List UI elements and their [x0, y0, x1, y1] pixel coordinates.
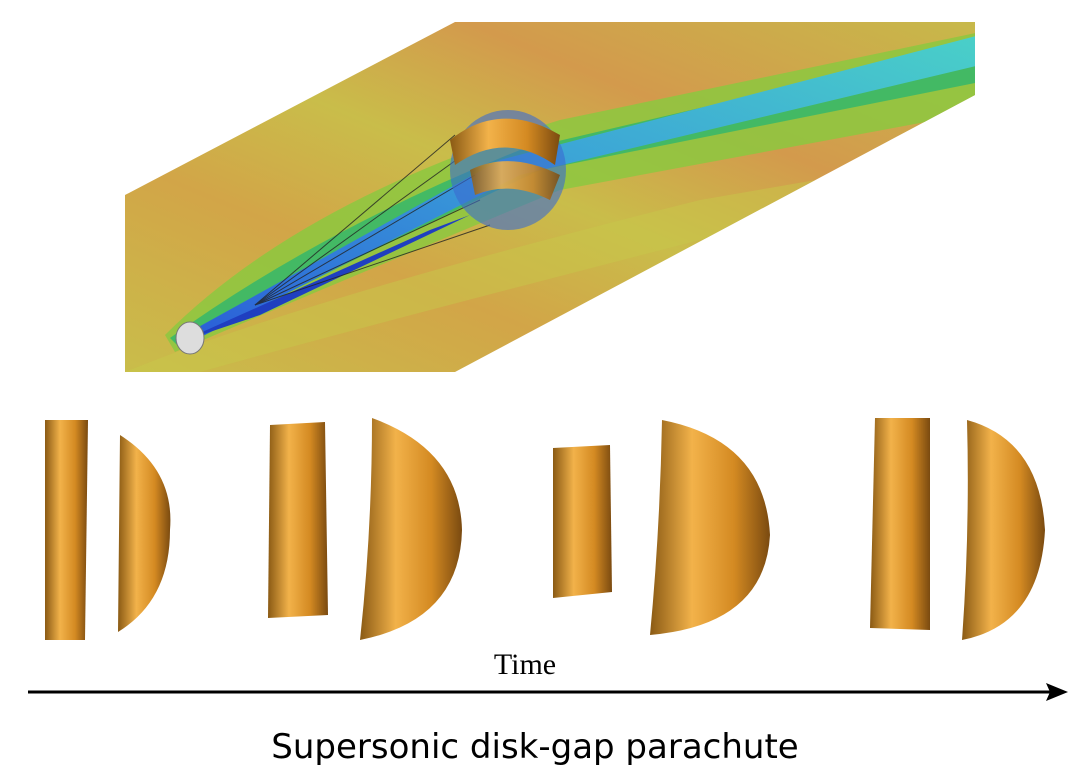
figure: Time Supersonic disk-gap parachute [0, 0, 1069, 777]
caption: Supersonic disk-gap parachute [271, 727, 798, 767]
time-label: Time [494, 648, 556, 681]
page: Time Supersonic disk-gap parachute (() =… [0, 0, 1069, 777]
canopy-sequence [45, 418, 1045, 640]
